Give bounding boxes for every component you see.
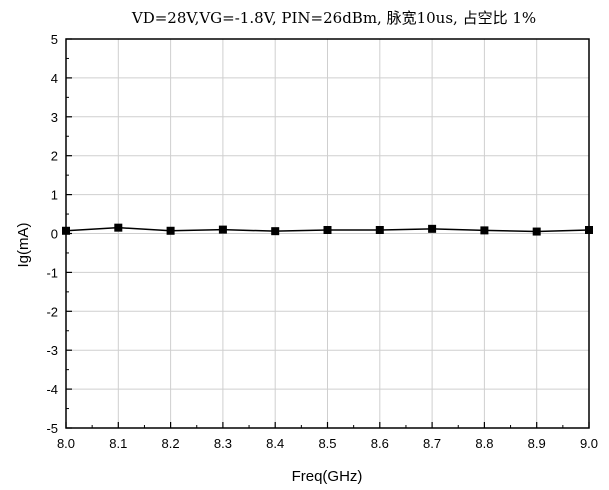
x-tick-label: 8.3 — [214, 436, 232, 451]
y-tick-labels: 5 4 3 2 1 0 -1 -2 -3 -4 -5 — [46, 32, 58, 436]
data-point-marker — [271, 227, 280, 236]
y-tick-label: 2 — [51, 149, 58, 164]
data-point-marker — [375, 225, 384, 234]
x-axis-label: Freq(GHz) — [292, 468, 363, 485]
x-tick-label: 8.5 — [318, 436, 336, 451]
series-layer — [62, 223, 593, 236]
x-tick-label: 8.7 — [423, 436, 441, 451]
x-tick-label: 8.6 — [371, 436, 389, 451]
chart-title: VD=28V,VG=-1.8V, PIN=26dBm, 脉宽10us, 占空比 … — [131, 9, 536, 27]
x-tick-label: 8.8 — [475, 436, 493, 451]
y-tick-label: 1 — [51, 188, 58, 203]
y-tick-label: 3 — [51, 110, 58, 125]
data-point-marker — [323, 225, 332, 234]
y-tick-label: -3 — [46, 343, 58, 358]
data-point-marker — [480, 226, 489, 235]
x-tick-label: 8.9 — [528, 436, 546, 451]
x-tick-label: 8.0 — [57, 436, 75, 451]
y-tick-label: -2 — [46, 304, 58, 319]
y-tick-label: 0 — [51, 227, 58, 242]
data-point-marker — [114, 223, 123, 232]
data-point-marker — [166, 226, 175, 235]
x-tick-label: 8.2 — [162, 436, 180, 451]
y-tick-label: 4 — [51, 71, 58, 86]
data-point-marker — [532, 227, 541, 236]
data-point-marker — [62, 226, 70, 235]
data-point-marker — [218, 225, 227, 234]
data-point-marker — [428, 224, 437, 233]
y-tick-label: -1 — [46, 265, 58, 280]
x-tick-label: 8.4 — [266, 436, 284, 451]
x-tick-labels: 8.0 8.1 8.2 8.3 8.4 8.5 8.6 8.7 8.8 8.9 9.0 — [57, 436, 598, 451]
y-tick-label: 5 — [51, 32, 58, 47]
x-tick-label: 8.1 — [109, 436, 127, 451]
y-tick-label: -4 — [46, 382, 58, 397]
y-axis-label: Ig(mA) — [15, 222, 32, 267]
y-tick-label: -5 — [46, 421, 58, 436]
x-tick-label: 9.0 — [580, 436, 598, 451]
data-point-marker — [585, 225, 593, 234]
